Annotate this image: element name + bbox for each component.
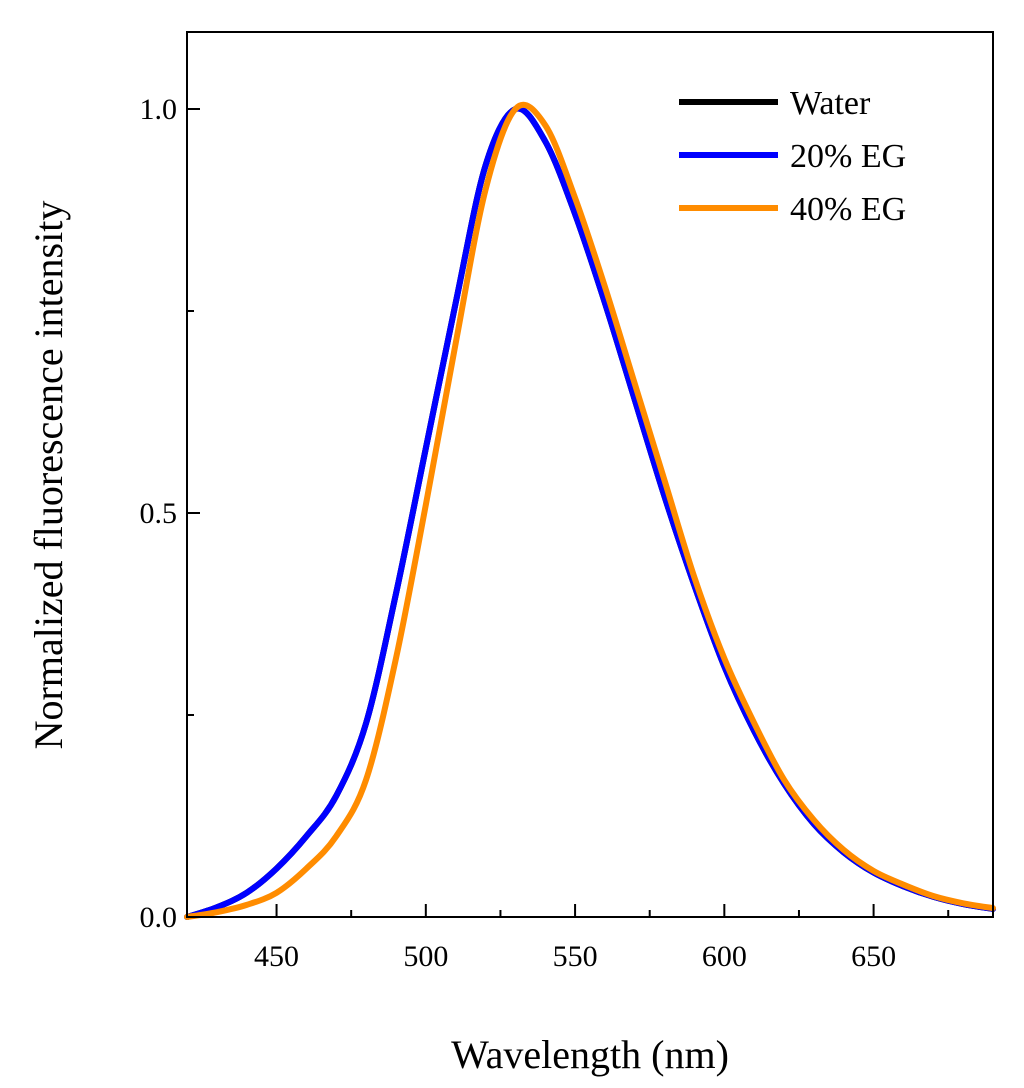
plot-frame xyxy=(186,31,994,918)
legend-label-20-eg: 20% EG xyxy=(790,138,906,175)
series-line-20-eg xyxy=(184,105,996,920)
x-tick-label: 650 xyxy=(851,940,896,973)
x-tick-label: 550 xyxy=(553,940,598,973)
x-tick-label: 500 xyxy=(403,940,448,973)
tick-labels: 450 500 550 600 650 0.0 0.5 1.0 xyxy=(140,93,897,973)
y-axis-title: Normalized fluorescence intensity xyxy=(26,201,71,750)
series-line-40-eg xyxy=(184,101,996,920)
tick-marks xyxy=(187,108,950,918)
legend-label-water: Water xyxy=(790,85,871,122)
series-lines xyxy=(184,101,996,920)
x-tick-label: 600 xyxy=(702,940,747,973)
x-axis-title: Wavelength (nm) xyxy=(451,1032,729,1077)
y-tick-label: 0.5 xyxy=(140,497,178,530)
legend-label-40-eg: 40% EG xyxy=(790,191,906,228)
y-tick-label: 0.0 xyxy=(140,901,178,934)
series-line-water xyxy=(184,105,996,920)
y-tick-label: 1.0 xyxy=(140,93,178,126)
legend: Water 20% EG 40% EG xyxy=(679,85,906,228)
x-tick-label: 450 xyxy=(254,940,299,973)
